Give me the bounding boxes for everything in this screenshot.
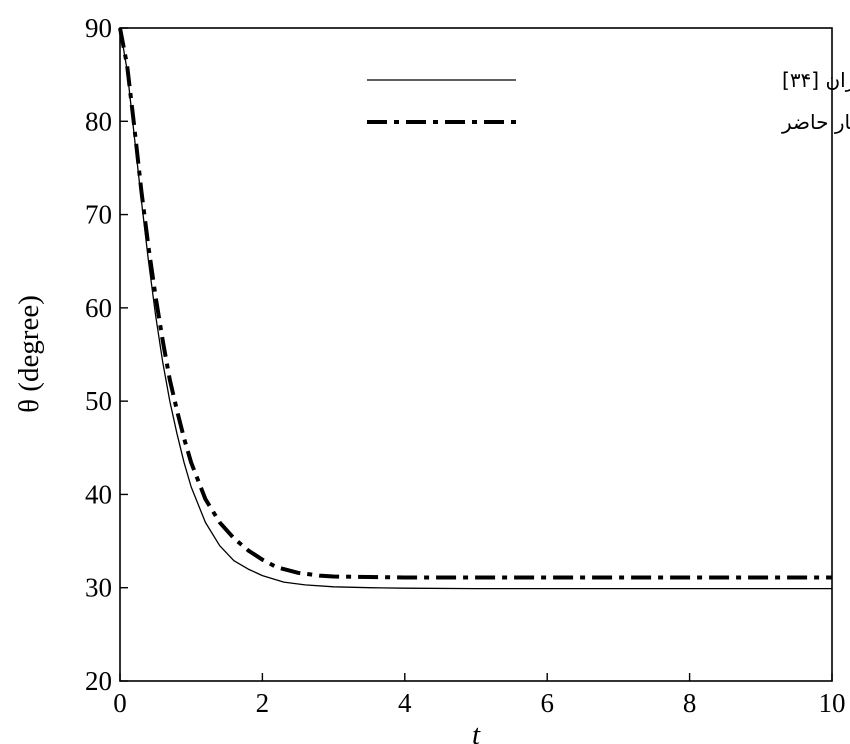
series-line-1 xyxy=(119,27,832,590)
y-tick-label: 20 xyxy=(85,666,112,696)
axis-ticks xyxy=(119,27,833,682)
x-tick-label: 4 xyxy=(398,688,412,718)
x-tick-label: 10 xyxy=(819,688,846,718)
legend-label-series-1: دادوند و همکاران [۳۴] xyxy=(782,68,850,92)
y-tick-label: 40 xyxy=(85,479,112,509)
y-tick-label: 80 xyxy=(85,106,112,136)
y-tick-label: 50 xyxy=(85,386,112,416)
y-tick-label: 90 xyxy=(85,13,112,43)
x-axis-label: t xyxy=(472,719,481,744)
legend: دادوند و همکاران [۳۴] کار حاضر xyxy=(367,68,850,134)
x-tick-label: 2 xyxy=(256,688,270,718)
series-line-2 xyxy=(118,27,832,580)
plot-frame xyxy=(119,27,833,682)
legend-label-series-2: کار حاضر xyxy=(781,110,850,134)
y-tick-label: 70 xyxy=(85,200,112,230)
x-tick-label: 6 xyxy=(540,688,554,718)
series-lines xyxy=(118,27,832,590)
x-tick-label: 8 xyxy=(683,688,697,718)
tick-labels: 0 2 4 6 8 10 20 30 40 50 60 70 80 90 xyxy=(85,13,846,718)
y-tick-label: 30 xyxy=(85,573,112,603)
y-axis-label: θ (degree) xyxy=(13,295,45,413)
x-tick-label: 0 xyxy=(113,688,127,718)
y-tick-label: 60 xyxy=(85,293,112,323)
